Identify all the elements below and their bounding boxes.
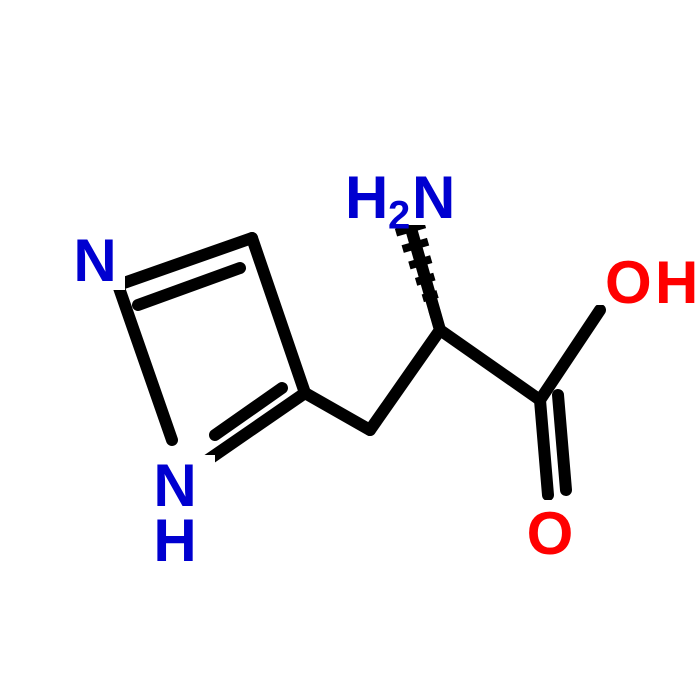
atom-oh-o: O [605,249,652,316]
atom-nh-h: H [153,507,196,574]
atom-nh2-sub: 2 [388,194,410,238]
bond [540,310,600,400]
bond [305,393,370,430]
atom-labels-group: NNHH2NOHO [65,164,698,575]
hash-wedge-segment [416,277,434,282]
chemical-structure-svg: NNHH2NOHO [0,0,700,700]
atom-nh2-n: N [412,164,455,231]
atom-n-ring: N [73,227,116,294]
bond [540,400,548,495]
bond [370,330,440,430]
hash-wedge-segment [423,294,438,298]
bond [252,238,305,393]
bond [558,395,566,490]
hash-wedge-segment [409,259,431,265]
bond [440,330,540,400]
atom-nh2-h: H [345,164,388,231]
hash-wedge-segment [429,311,440,314]
atom-oh-h: H [655,249,698,316]
atom-o-double: O [527,500,574,567]
bond [118,238,252,285]
hash-wedge-segment [403,242,428,249]
